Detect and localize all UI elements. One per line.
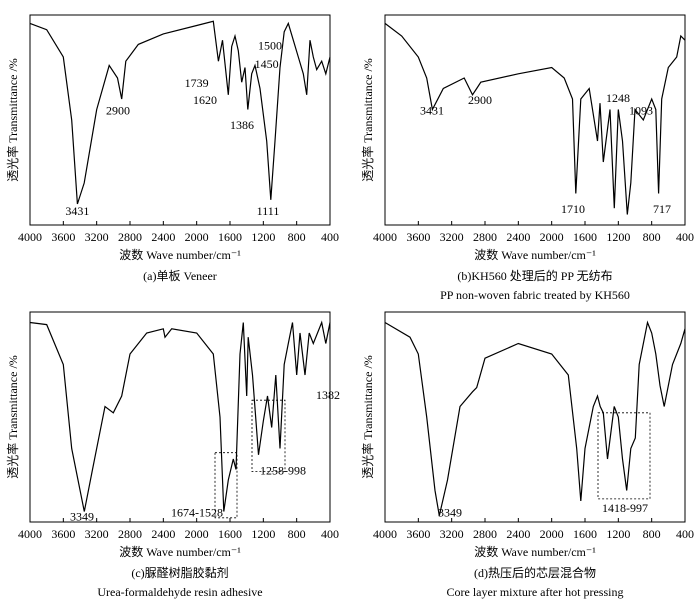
x-tick-label: 4000 [18, 230, 42, 244]
x-tick-label: 1200 [251, 527, 275, 541]
caption: (a)单板 Veneer [143, 269, 217, 283]
peak-label: 1620 [193, 93, 217, 107]
x-tick-label: 1200 [606, 230, 630, 244]
x-tick-label: 400 [676, 230, 694, 244]
x-tick-label: 3200 [85, 527, 109, 541]
x-tick-label: 2400 [506, 527, 530, 541]
plot-frame [384, 14, 686, 226]
highlight-box [597, 412, 651, 500]
x-tick-label: 3600 [51, 230, 75, 244]
peak-label: 1674-1528 [171, 505, 223, 519]
peak-label: 2900 [106, 103, 130, 117]
x-tick-label: 2800 [118, 527, 142, 541]
spectrum-line [29, 20, 331, 205]
peak-label: 1739 [185, 76, 209, 90]
peak-label: 1418-997 [602, 501, 648, 515]
peak-label: 3431 [65, 204, 89, 218]
y-axis-label: 透光率 Transmittance /% [5, 355, 20, 479]
caption: (c)脲醛树脂胶黏剂 [131, 565, 228, 580]
x-tick-label: 2400 [151, 230, 175, 244]
x-tick-label: 2800 [118, 230, 142, 244]
x-tick-label: 4000 [373, 230, 397, 244]
caption: (b)KH560 处理后的 PP 无纺布 [457, 268, 612, 283]
caption: Urea-formaldehyde resin adhesive [97, 585, 262, 599]
peak-label: 1710 [561, 202, 585, 216]
x-tick-label: 1200 [251, 230, 275, 244]
x-tick-label: 1200 [606, 527, 630, 541]
x-tick-label: 1600 [218, 230, 242, 244]
peak-label: 1248 [606, 91, 630, 105]
spectrum-line [29, 320, 331, 512]
peak-label: 1382 [316, 388, 340, 402]
x-tick-label: 1600 [218, 527, 242, 541]
y-axis-label: 透光率 Transmittance /% [360, 355, 375, 479]
plot-frame [29, 311, 331, 523]
x-axis-label: 波数 Wave number/cm⁻¹ [119, 544, 241, 559]
y-axis-label: 透光率 Transmittance /% [360, 58, 375, 182]
peak-label: 1258-998 [260, 463, 306, 477]
spectrum-line [384, 22, 686, 215]
x-tick-label: 1600 [573, 230, 597, 244]
x-tick-label: 2000 [185, 230, 209, 244]
x-tick-label: 3200 [440, 230, 464, 244]
x-tick-label: 2400 [506, 230, 530, 244]
peak-label: 1093 [629, 103, 653, 117]
x-axis-label: 波数 Wave number/cm⁻¹ [474, 544, 596, 559]
x-axis-label: 波数 Wave number/cm⁻¹ [119, 247, 241, 262]
x-tick-label: 800 [643, 230, 661, 244]
x-tick-label: 4000 [18, 527, 42, 541]
x-tick-label: 3200 [85, 230, 109, 244]
x-tick-label: 400 [321, 230, 339, 244]
peak-label: 1111 [257, 204, 280, 218]
peak-label: 1450 [255, 57, 279, 71]
peak-label: 717 [653, 202, 671, 216]
x-tick-label: 800 [288, 230, 306, 244]
x-tick-label: 2400 [151, 527, 175, 541]
plot-frame [384, 311, 686, 523]
peak-label: 3431 [420, 103, 444, 117]
caption: (d)热压后的芯层混合物 [474, 565, 596, 580]
x-tick-label: 3600 [406, 230, 430, 244]
caption: Core layer mixture after hot pressing [447, 585, 624, 599]
peak-label: 1500 [258, 38, 282, 52]
y-axis-label: 透光率 Transmittance /% [5, 58, 20, 182]
x-tick-label: 2000 [540, 230, 564, 244]
x-tick-label: 3600 [406, 527, 430, 541]
x-tick-label: 2800 [473, 230, 497, 244]
x-tick-label: 3200 [440, 527, 464, 541]
x-tick-label: 2800 [473, 527, 497, 541]
x-tick-label: 2000 [540, 527, 564, 541]
plot-frame [29, 14, 331, 226]
spectrum-line [384, 320, 686, 516]
x-tick-label: 1600 [573, 527, 597, 541]
caption: PP non-woven fabric treated by KH560 [440, 288, 630, 302]
peak-label: 3349 [70, 510, 94, 524]
highlight-box [214, 452, 238, 519]
x-tick-label: 4000 [373, 527, 397, 541]
x-tick-label: 400 [676, 527, 694, 541]
peak-label: 3349 [438, 505, 462, 519]
x-tick-label: 400 [321, 527, 339, 541]
x-tick-label: 2000 [185, 527, 209, 541]
x-tick-label: 800 [643, 527, 661, 541]
peak-label: 2900 [468, 93, 492, 107]
x-tick-label: 800 [288, 527, 306, 541]
x-tick-label: 3600 [51, 527, 75, 541]
x-axis-label: 波数 Wave number/cm⁻¹ [474, 247, 596, 262]
peak-label: 1386 [230, 118, 254, 132]
